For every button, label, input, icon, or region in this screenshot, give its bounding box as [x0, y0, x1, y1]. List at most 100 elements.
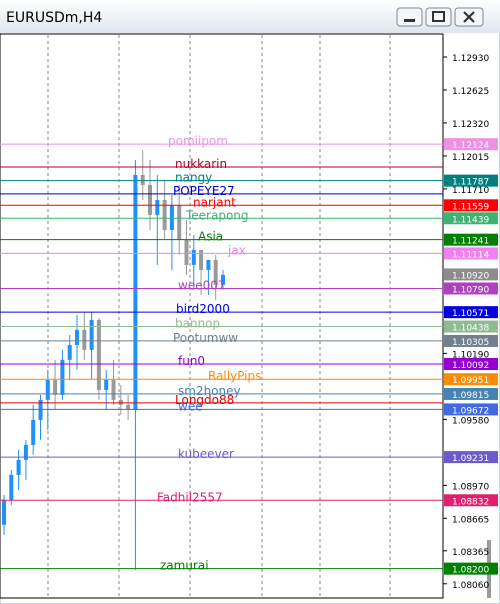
candle-body: [67, 344, 72, 360]
price-tag-label: 1.09951: [452, 376, 489, 386]
y-tick-label: 1.12320: [452, 120, 489, 130]
candle-body: [111, 379, 116, 400]
price-tag-label: 1.10092: [452, 361, 489, 371]
candle-body: [118, 399, 123, 405]
level-name: sm2honey: [178, 384, 241, 398]
close-icon: [463, 11, 475, 23]
level-name: nukkarin: [175, 157, 227, 171]
candle-body: [177, 204, 182, 240]
candle-body: [221, 274, 225, 285]
minimize-button[interactable]: [396, 7, 423, 27]
candle-body: [213, 259, 218, 285]
y-tick-label: 1.12930: [452, 54, 489, 64]
level-name: nangy: [175, 171, 212, 185]
price-tag-label: 1.08200: [452, 566, 489, 576]
price-tag-label: 1.09815: [452, 391, 489, 401]
price-tag: [444, 451, 498, 464]
price-tag-label: 1.11241: [452, 237, 489, 247]
level-name: fun0: [178, 354, 205, 368]
candle-body: [75, 329, 79, 345]
level-name: Asia: [198, 230, 223, 244]
price-tag: [444, 233, 498, 246]
level-name: kubeever: [178, 447, 234, 461]
candle-body: [2, 499, 6, 525]
candle-body: [9, 474, 14, 500]
minimize-icon: [404, 19, 415, 22]
price-tag: [444, 334, 498, 347]
price-tag-label: 1.11787: [452, 178, 489, 188]
candle-body: [89, 319, 94, 350]
price-tag-label: 1.11114: [452, 250, 489, 260]
candle-body: [60, 359, 65, 395]
maximize-button[interactable]: [425, 7, 452, 27]
level-name: wee: [178, 399, 203, 413]
candle-body: [96, 319, 101, 390]
candle-body: [104, 379, 109, 390]
price-tag: [444, 306, 498, 319]
level-name: Longdo88: [175, 393, 234, 407]
bid-tag-label: 1.10920: [452, 271, 489, 281]
candle-body: [169, 204, 174, 230]
candle-body: [206, 259, 211, 270]
bid-tag: [444, 268, 498, 281]
time-grid: [47, 35, 391, 597]
level-name: pomiipom: [168, 134, 228, 148]
level-name: narjant: [193, 195, 236, 209]
level-name: Teerapong: [185, 208, 249, 222]
price-tag-label: 1.10571: [452, 309, 489, 319]
level-name: bannop: [175, 317, 220, 331]
price-tag: [444, 282, 498, 295]
level-name: Pootumww: [173, 331, 238, 345]
price-tag: [444, 373, 498, 386]
level-name: zamurai: [160, 559, 209, 573]
y-tick-label: 1.08970: [452, 482, 489, 492]
y-tick-label: 1.11710: [452, 186, 489, 196]
price-tag: [444, 320, 498, 333]
price-tag-label: 1.11559: [452, 202, 489, 212]
price-tag: [444, 212, 498, 225]
price-tag-label: 1.10438: [452, 324, 489, 334]
maximize-icon: [432, 11, 445, 22]
level-name: jax: [227, 243, 246, 257]
price-tag-label: 1.09231: [452, 454, 489, 464]
price-tag: [444, 494, 498, 507]
y-tick-label: 1.09580: [452, 416, 489, 426]
window-buttons: [396, 7, 484, 27]
price-tag: [444, 403, 498, 416]
candle-body: [191, 249, 196, 265]
candle-body: [23, 444, 28, 460]
candle-body: [133, 175, 138, 410]
level-name: Fadhil2557: [157, 490, 223, 504]
level-name: POPEYE27: [173, 184, 235, 198]
candle-body: [126, 404, 131, 410]
price-tag: [444, 387, 498, 400]
candle-body: [16, 459, 21, 475]
price-tag-label: 1.10790: [452, 285, 489, 295]
price-tag-label: 1.09672: [452, 406, 489, 416]
level-name: wee007: [178, 278, 225, 292]
price-tag-label: 1.12124: [452, 141, 489, 151]
level-name: RallyPips: [208, 369, 261, 383]
candle-body: [148, 184, 152, 215]
price-tag: [444, 138, 498, 151]
candle-body: [155, 199, 160, 215]
candle-body: [45, 379, 50, 400]
level-name: bird2000: [176, 302, 230, 316]
price-tag: [444, 562, 498, 575]
price-tag: [444, 199, 498, 212]
window-title: EURUSDm,H4: [6, 10, 102, 26]
candle-body: [162, 199, 167, 230]
y-tick-label: 1.12625: [452, 87, 489, 97]
candle-body: [140, 175, 145, 185]
y-tick-label: 1.10190: [452, 350, 489, 360]
price-tag-label: 1.10305: [452, 338, 489, 348]
y-tick-label: 1.12015: [452, 153, 489, 163]
price-tag: [444, 357, 498, 370]
price-tag: [444, 174, 498, 187]
candle-body: [82, 329, 87, 350]
candle-body: [184, 239, 189, 265]
candle-body: [31, 419, 36, 445]
price-tag-label: 1.08832: [452, 497, 489, 507]
